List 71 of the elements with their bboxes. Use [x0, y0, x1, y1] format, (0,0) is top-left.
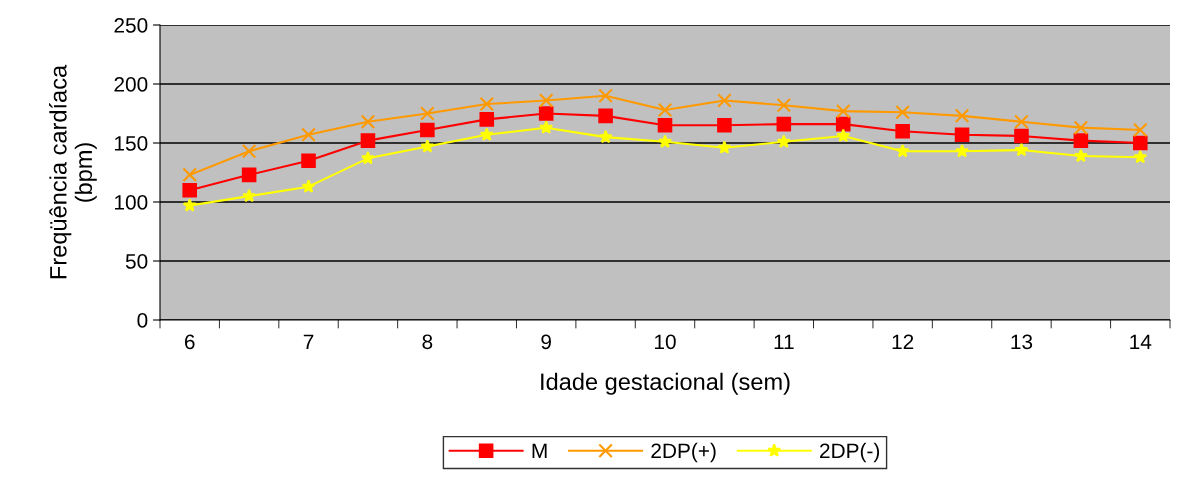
- point: [717, 140, 732, 154]
- point: [1133, 149, 1148, 164]
- point: [1133, 135, 1148, 151]
- y-tick-label: 50: [125, 254, 148, 269]
- point: [182, 198, 197, 212]
- point: [776, 134, 791, 148]
- point: [301, 153, 316, 168]
- point: [182, 167, 197, 183]
- y-tick-label: 150: [115, 136, 148, 151]
- point: [1014, 142, 1029, 157]
- legend-label: M: [532, 443, 547, 458]
- point: [598, 108, 613, 124]
- y-tick-label: 250: [114, 18, 148, 33]
- x-tick-label: 12: [892, 334, 914, 349]
- point: [420, 139, 435, 153]
- point: [835, 103, 851, 119]
- x-tick-label: 7: [303, 334, 314, 349]
- point: [717, 118, 732, 133]
- point: [835, 116, 851, 132]
- y-tick-label: 200: [114, 77, 148, 92]
- point: [717, 93, 732, 108]
- point: [538, 106, 554, 121]
- point: [538, 93, 554, 108]
- point: [539, 120, 554, 134]
- point: [420, 106, 435, 121]
- x-tick-label: 13: [1011, 334, 1033, 350]
- point: [479, 112, 495, 127]
- x-tick-label: 6: [184, 334, 195, 350]
- point: [360, 114, 376, 130]
- point: [776, 97, 792, 113]
- x-tick-label: 10: [655, 334, 676, 350]
- y-tick-label: 0: [137, 313, 148, 328]
- legend-label: 2DP(-): [820, 442, 880, 463]
- point: [954, 108, 970, 124]
- point: [1014, 114, 1029, 130]
- point: [301, 179, 316, 193]
- point: [895, 143, 910, 158]
- point: [836, 128, 851, 143]
- point: [658, 134, 672, 148]
- y-axis-title: Freqüência cardíaca (bpm): [49, 64, 97, 279]
- point: [1073, 120, 1089, 135]
- x-tick-label: 8: [422, 334, 433, 350]
- x-axis-title: Idade gestacional (sem): [541, 372, 790, 395]
- point: [598, 129, 613, 144]
- point: [657, 102, 673, 118]
- point: [241, 143, 257, 159]
- point: [360, 133, 376, 148]
- point: [1014, 128, 1029, 144]
- point: [420, 122, 435, 138]
- x-tick-label: 14: [1130, 334, 1152, 349]
- point: [479, 96, 495, 112]
- point: [1073, 133, 1089, 148]
- point: [955, 143, 970, 158]
- point: [895, 105, 910, 120]
- point: [360, 151, 375, 165]
- point: [242, 188, 257, 203]
- point: [776, 116, 792, 132]
- x-tick-label: 9: [541, 334, 551, 350]
- point: [241, 167, 257, 183]
- point: [895, 123, 910, 139]
- point: [657, 118, 673, 133]
- point: [1133, 122, 1148, 138]
- point: [598, 88, 613, 104]
- legend-label: 2DP(+): [651, 442, 716, 463]
- point: [954, 127, 970, 143]
- point: [182, 182, 197, 198]
- point: [1073, 148, 1088, 163]
- point: [479, 127, 494, 141]
- y-tick-label: 100: [115, 195, 148, 210]
- x-tick-label: 11: [774, 334, 794, 349]
- point: [301, 127, 316, 143]
